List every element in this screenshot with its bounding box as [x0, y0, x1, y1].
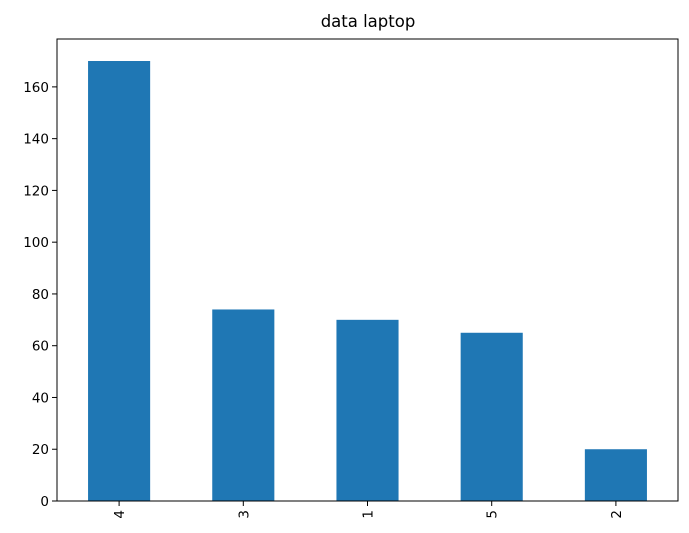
plot-frame	[56, 38, 679, 502]
bar-2	[584, 449, 647, 501]
chart-title: data laptop	[321, 12, 416, 31]
bar-5	[460, 332, 523, 501]
y-tick-label: 140	[23, 132, 49, 148]
y-tick-label: 80	[32, 287, 49, 303]
x-tick-label: 2	[609, 510, 625, 519]
y-tick-label: 20	[32, 442, 49, 458]
x-tick-label: 5	[485, 510, 501, 519]
y-tick-label: 100	[23, 235, 49, 251]
y-tick-label: 40	[32, 390, 49, 406]
y-tick-label: 0	[40, 494, 49, 510]
y-tick-label: 120	[23, 183, 49, 199]
x-axis: 4 3 1 5 2	[112, 501, 625, 519]
bar-3	[212, 309, 275, 501]
y-tick-label: 60	[32, 339, 49, 355]
bar-4	[88, 61, 151, 501]
y-axis: 0 20 40 60 80 100 120 140 160	[23, 80, 57, 510]
y-tick-label: 160	[23, 80, 49, 96]
x-tick-label: 3	[236, 510, 252, 519]
x-tick-label: 1	[361, 510, 377, 519]
bar-1	[336, 319, 399, 501]
x-tick-label: 4	[112, 510, 128, 519]
bars-group	[88, 61, 647, 501]
